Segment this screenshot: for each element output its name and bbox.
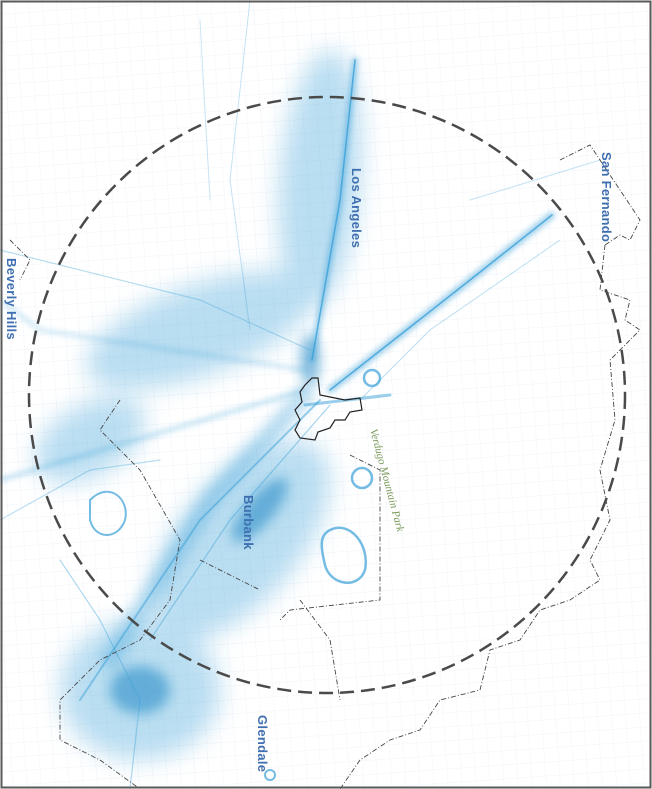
label-los-angeles: Los Angeles [349,168,364,248]
label-burbank: Burbank [241,495,256,550]
label-glendale: Glendale [255,715,270,772]
holding-loops [89,368,382,781]
radius-circle [27,95,627,695]
label-beverly-hills: Beverly Hills [4,258,19,340]
airport-outline [294,377,363,441]
city-boundaries [9,144,641,789]
flight-corridors [0,0,601,789]
label-san-fernando: San Fernando [599,152,614,242]
